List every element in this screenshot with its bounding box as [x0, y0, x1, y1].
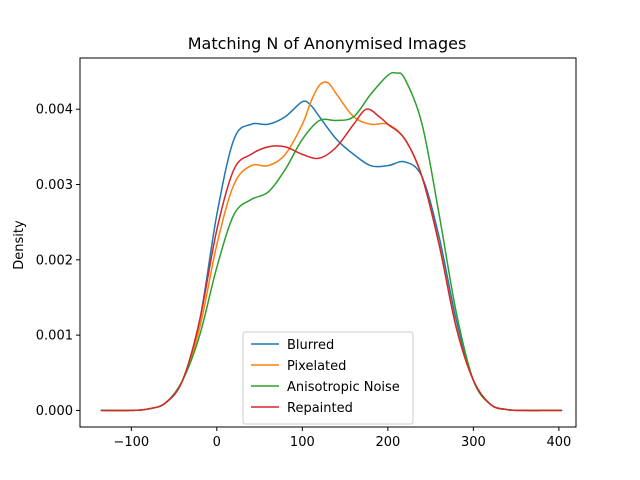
y-tick-label: 0.000	[36, 404, 73, 419]
series-line-repainted	[100, 108, 563, 412]
plot-frame	[79, 57, 577, 428]
x-axis: −100 0 100 200 300 400	[113, 427, 571, 450]
series-layer	[100, 71, 563, 412]
y-axis: 0.000 0.001 0.002 0.003 0.004	[36, 103, 80, 419]
x-tick-label: 200	[375, 435, 400, 450]
y-tick-label: 0.001	[36, 329, 73, 344]
legend: Blurred Pixelated Anisotropic Noise Repaint…	[242, 331, 414, 425]
x-tick-label: 0	[213, 435, 221, 450]
legend-label: Blurred	[287, 338, 334, 353]
legend-frame	[242, 331, 414, 425]
x-tick-label: −100	[113, 435, 149, 450]
x-tick-label: 400	[546, 435, 571, 450]
y-axis-label: Density	[12, 220, 27, 270]
chart-title: Matching N of Anonymised Images	[188, 34, 467, 53]
legend-label: Repainted	[287, 401, 353, 416]
legend-label: Anisotropic Noise	[287, 380, 400, 395]
y-tick-label: 0.003	[36, 178, 73, 193]
y-tick-label: 0.004	[36, 103, 73, 118]
y-tick-label: 0.002	[36, 253, 73, 268]
x-tick-label: 100	[290, 435, 315, 450]
legend-label: Pixelated	[287, 359, 346, 374]
x-tick-label: 300	[461, 435, 486, 450]
